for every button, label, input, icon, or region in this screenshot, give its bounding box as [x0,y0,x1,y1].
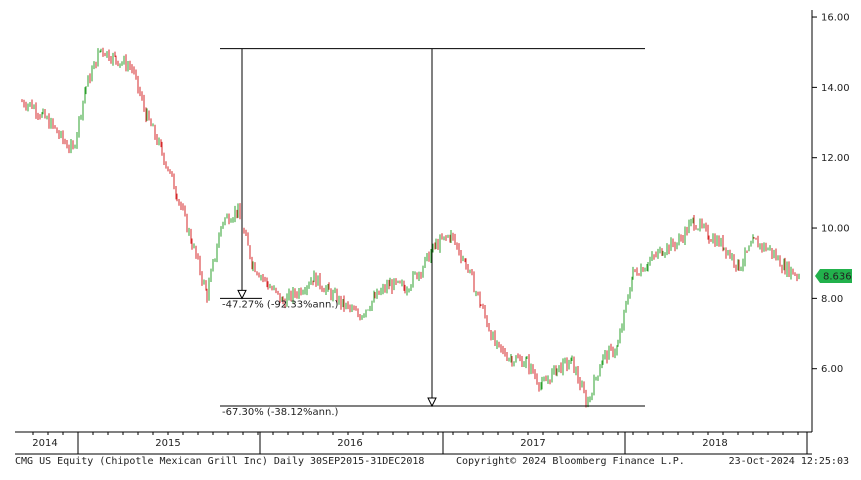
footer-copyright: Copyright© 2024 Bloomberg Finance L.P. [456,456,685,467]
year-label: 2016 [337,438,362,449]
footer-security-info: CMG US Equity (Chipotle Mexican Grill In… [15,456,425,467]
plot-area [21,47,800,408]
last-price-badge [815,269,852,284]
y-tick-label: 14.00 [821,83,850,94]
drawdown-arrowhead [237,289,247,300]
axes: 6.00 8.00 10.00 12.00 14.00 16.00 8.636 2014 201… [15,10,852,455]
last-price-value: 8.636 [823,272,852,283]
year-label: 2018 [702,438,727,449]
drawdown-label: -67.30% (-38.12%ann.) [222,407,339,418]
footer-timestamp: 23-Oct-2024 12:25:03 [728,456,849,467]
y-tick-label: 8.00 [821,294,843,305]
year-label: 2015 [155,438,180,449]
y-tick-label: 6.00 [821,364,843,375]
drawdown-label: -47.27% (-92.33%ann.) [222,299,339,310]
y-tick-label: 12.00 [821,153,850,164]
year-label: 2017 [520,438,545,449]
y-tick-label: 16.00 [821,13,850,24]
y-tick-label: 10.00 [821,224,850,235]
drawdown-arrowhead [427,397,437,408]
drawdown-annotations: -47.27% (-92.33%ann.) -67.30% (-38.12%ann… [220,48,645,418]
year-label: 2014 [32,438,57,449]
